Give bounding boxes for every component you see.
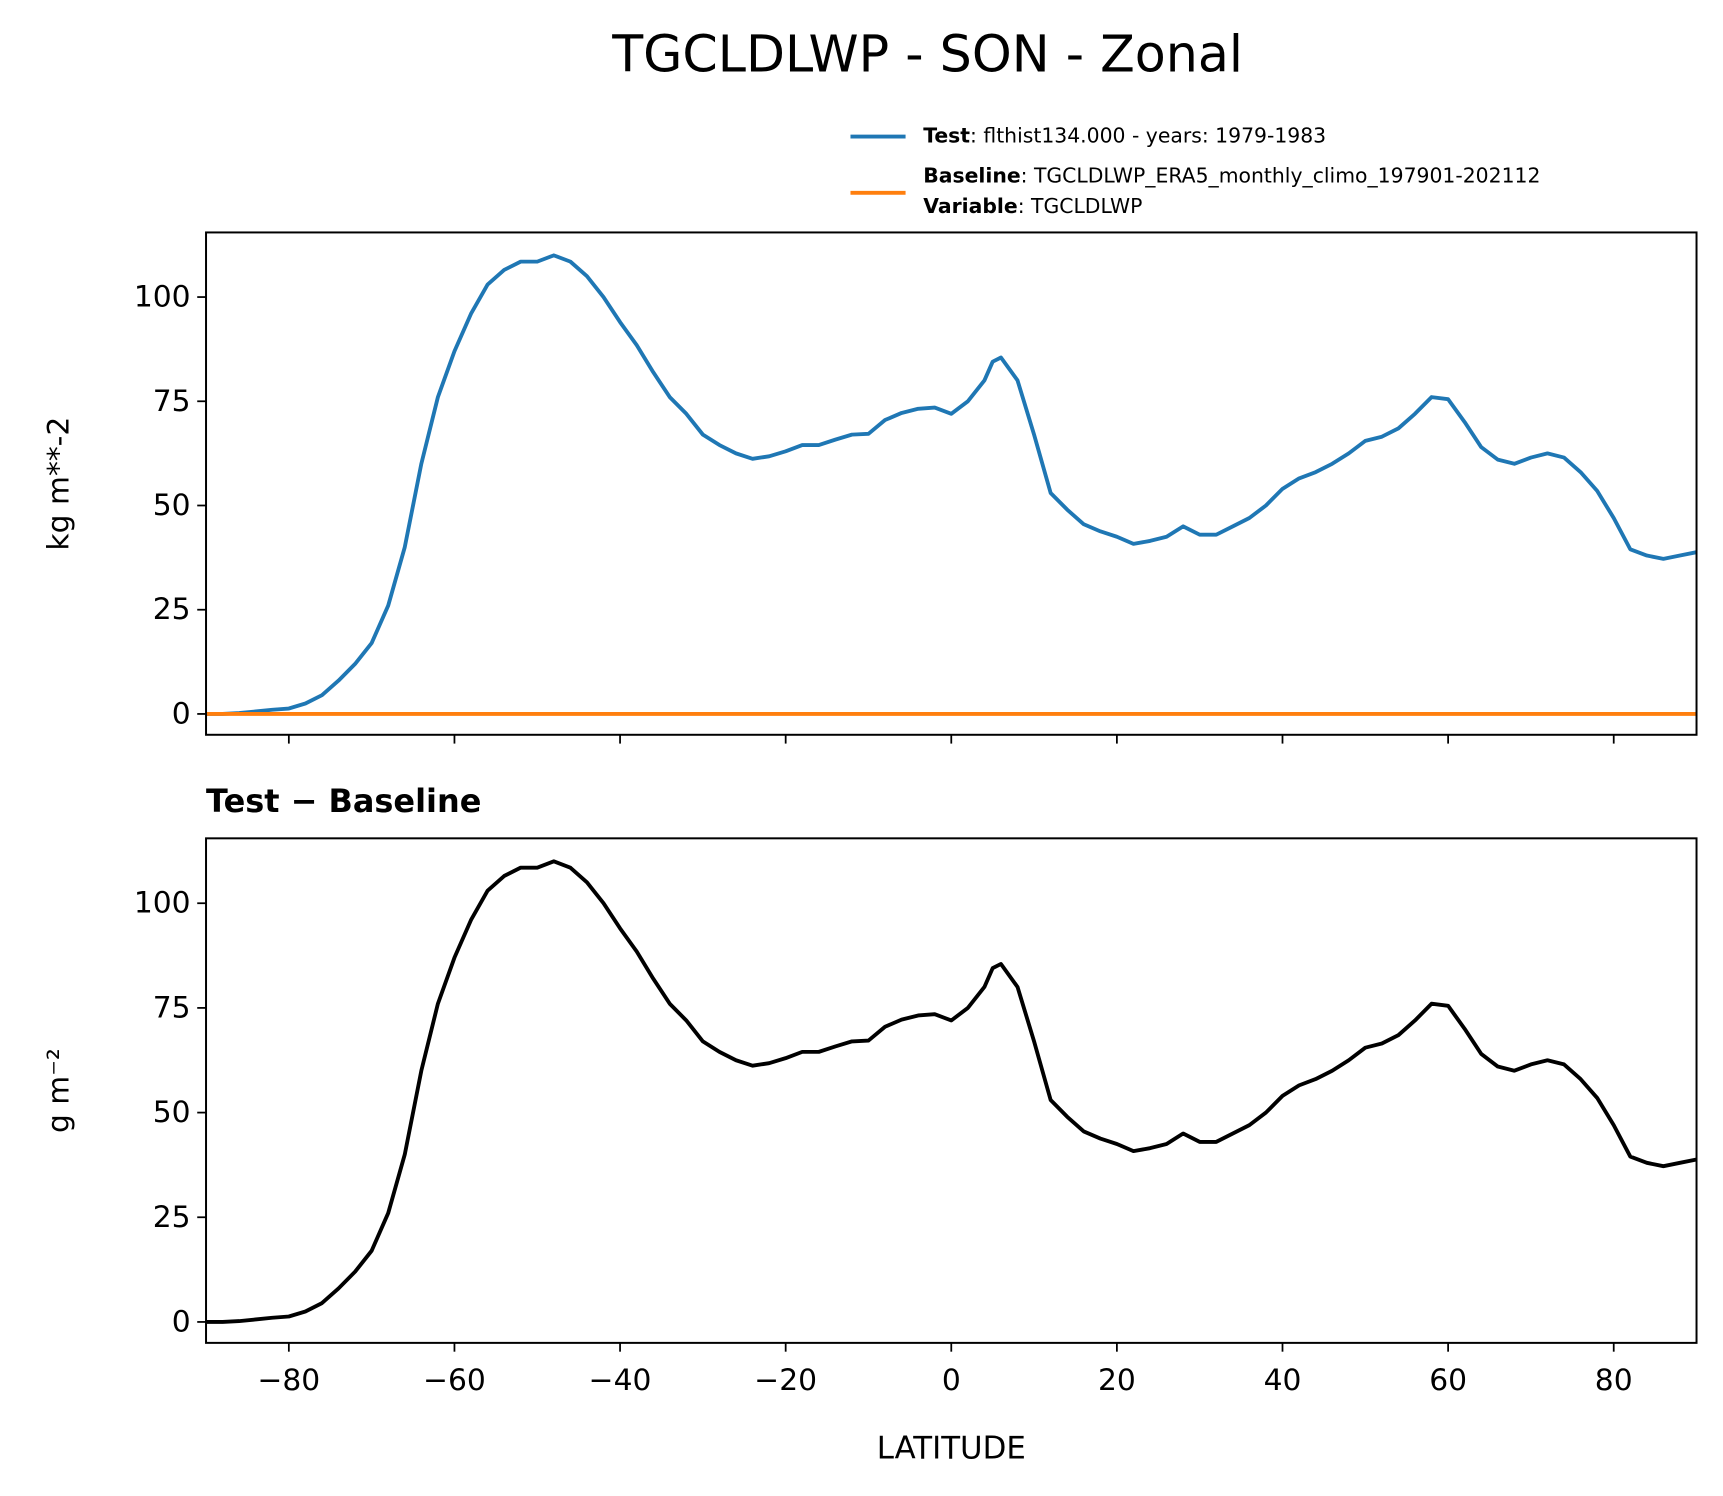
- legend-label: Test: flthist134.000 - years: 1979-1983: [923, 124, 1326, 148]
- data-line: [206, 859, 1697, 1324]
- y-tick-label: 25: [153, 592, 191, 627]
- plot-area: [206, 859, 1697, 1324]
- y-tick-label: 0: [172, 1304, 191, 1339]
- legend-label: Variable: TGCLDLWP: [923, 194, 1142, 218]
- y-tick-label: 75: [153, 990, 191, 1025]
- legend-name: Variable: [923, 194, 1017, 218]
- figure-title: TGCLDLWP - SON - Zonal: [611, 24, 1243, 83]
- legend-description: : flthist134.000 - years: 1979-1983: [970, 124, 1326, 148]
- axes-frame: [205, 837, 1698, 1344]
- x-tick-label: −40: [589, 1363, 652, 1398]
- axes-frame: [205, 231, 1698, 736]
- legend-description: : TGCLDLWP: [1018, 194, 1143, 218]
- x-tick-label: 40: [1264, 1363, 1302, 1398]
- y-axis-label: g m⁻²: [41, 1048, 76, 1133]
- legend-description: : TGCLDLWP_ERA5_monthly_climo_197901-202…: [1021, 163, 1541, 188]
- x-tick-label: 60: [1429, 1363, 1467, 1398]
- y-tick-label: 100: [134, 886, 191, 921]
- x-axis-label: LATITUDE: [877, 1431, 1026, 1467]
- y-tick-label: 50: [153, 488, 191, 523]
- x-tick-label: 0: [942, 1363, 961, 1398]
- legend-name: Baseline: [923, 163, 1020, 187]
- y-tick-label: 75: [153, 384, 191, 419]
- y-axis-label: kg m**-2: [41, 417, 76, 551]
- y-tick-label: 0: [172, 696, 191, 731]
- x-tick-label: −20: [754, 1363, 817, 1398]
- y-tick-label: 50: [153, 1095, 191, 1130]
- x-tick-label: 80: [1595, 1363, 1633, 1398]
- y-tick-label: 25: [153, 1200, 191, 1235]
- x-tick-label: −60: [423, 1363, 486, 1398]
- x-tick-label: −80: [257, 1363, 320, 1398]
- data-line: [206, 253, 1697, 716]
- y-tick-label: 100: [134, 280, 191, 315]
- plot-area: [206, 253, 1697, 716]
- x-tick-label: 20: [1098, 1363, 1136, 1398]
- legend-label: Baseline: TGCLDLWP_ERA5_monthly_climo_19…: [923, 163, 1540, 188]
- legend-name: Test: [923, 124, 970, 148]
- axes-title: Test − Baseline: [206, 782, 481, 820]
